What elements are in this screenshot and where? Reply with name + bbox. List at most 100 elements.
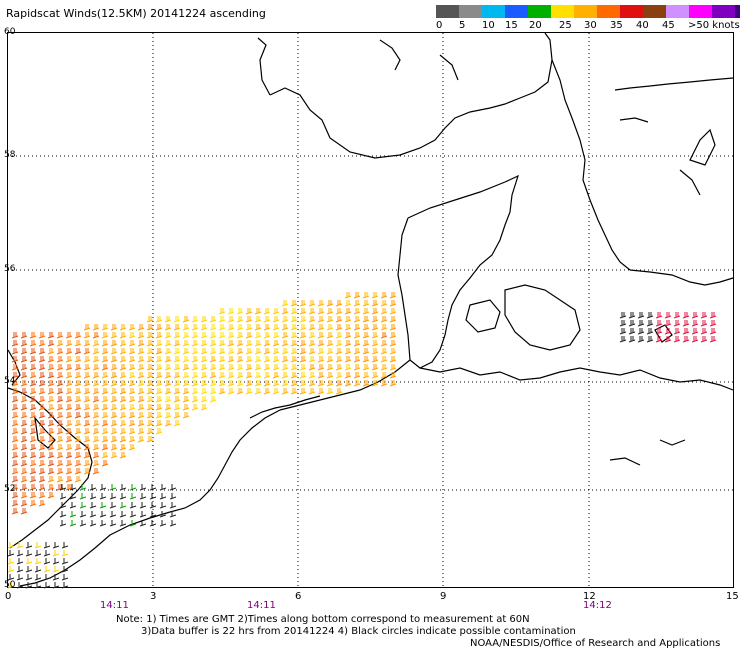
wind-barb bbox=[92, 340, 100, 347]
wind-barb bbox=[56, 476, 64, 483]
wind-barb bbox=[326, 324, 334, 331]
wind-barb bbox=[137, 412, 145, 419]
wind-barb bbox=[673, 320, 681, 327]
wind-barb bbox=[20, 380, 28, 387]
wind-barb bbox=[137, 380, 145, 387]
wind-barb bbox=[101, 372, 109, 379]
wind-barb bbox=[119, 404, 127, 411]
wind-barb bbox=[56, 372, 64, 379]
wind-barb bbox=[353, 300, 361, 307]
wind-barb bbox=[362, 292, 370, 299]
wind-barb bbox=[101, 356, 109, 363]
wind-barb bbox=[29, 348, 37, 355]
wind-barb bbox=[155, 348, 163, 355]
coast-islands-3 bbox=[619, 117, 649, 123]
wind-barb bbox=[29, 420, 37, 427]
wind-barb bbox=[371, 300, 379, 307]
wind-barb bbox=[69, 502, 77, 509]
wind-barb bbox=[11, 412, 19, 419]
wind-barb bbox=[83, 396, 91, 403]
wind-barb bbox=[7, 558, 15, 565]
wind-barb bbox=[11, 388, 19, 395]
wind-barb bbox=[155, 380, 163, 387]
wind-barb bbox=[164, 372, 172, 379]
wind-barb bbox=[169, 493, 177, 500]
wind-barb bbox=[52, 542, 60, 549]
wind-barb bbox=[92, 388, 100, 395]
wind-barb bbox=[7, 566, 15, 573]
wind-barb bbox=[47, 476, 55, 483]
wind-barb bbox=[47, 332, 55, 339]
wind-barb bbox=[92, 396, 100, 403]
wind-barb bbox=[290, 340, 298, 347]
wind-barb bbox=[65, 484, 73, 491]
wind-barb bbox=[56, 348, 64, 355]
wind-barb bbox=[83, 444, 91, 451]
coast-funen bbox=[465, 299, 501, 333]
wind-barb bbox=[56, 340, 64, 347]
wind-barb bbox=[380, 372, 388, 379]
wind-barb bbox=[308, 332, 316, 339]
wind-barb bbox=[317, 332, 325, 339]
wind-barb bbox=[344, 332, 352, 339]
wind-barb bbox=[155, 340, 163, 347]
wind-barb bbox=[38, 484, 46, 491]
wind-barb bbox=[326, 308, 334, 315]
wind-barb bbox=[236, 372, 244, 379]
wind-barb bbox=[664, 320, 672, 327]
wind-barb bbox=[159, 502, 167, 509]
wind-barb bbox=[389, 372, 397, 379]
colorbar-swatch bbox=[735, 5, 740, 18]
wind-barb bbox=[371, 324, 379, 331]
wind-barb bbox=[236, 364, 244, 371]
wind-barb bbox=[47, 356, 55, 363]
wind-barb bbox=[290, 300, 298, 307]
wind-barb bbox=[29, 444, 37, 451]
wind-barb bbox=[164, 412, 172, 419]
wind-barb bbox=[89, 502, 97, 509]
wind-barb bbox=[129, 484, 137, 491]
wind-barb bbox=[173, 396, 181, 403]
wind-barb bbox=[119, 356, 127, 363]
wind-barb bbox=[290, 372, 298, 379]
wind-barb bbox=[155, 412, 163, 419]
wind-barb bbox=[74, 468, 82, 475]
wind-barb bbox=[74, 356, 82, 363]
wind-barb bbox=[79, 520, 87, 527]
wind-barb bbox=[182, 380, 190, 387]
wind-barb bbox=[281, 356, 289, 363]
wind-barb bbox=[245, 324, 253, 331]
wind-barb bbox=[353, 316, 361, 323]
wind-barb bbox=[182, 316, 190, 323]
wind-barb bbox=[353, 348, 361, 355]
wind-barb bbox=[119, 502, 127, 509]
wind-barb bbox=[209, 372, 217, 379]
wind-barb bbox=[65, 476, 73, 483]
wind-barb bbox=[263, 332, 271, 339]
wind-barb bbox=[155, 324, 163, 331]
colorbar-swatch bbox=[666, 5, 689, 18]
wind-barb bbox=[182, 340, 190, 347]
wind-barb bbox=[29, 364, 37, 371]
wind-barb bbox=[209, 364, 217, 371]
wind-barb bbox=[128, 436, 136, 443]
wind-barb bbox=[146, 364, 154, 371]
wind-barb bbox=[110, 396, 118, 403]
wind-barb bbox=[61, 542, 69, 549]
wind-barb bbox=[137, 348, 145, 355]
wind-barb bbox=[101, 460, 109, 467]
wind-barb bbox=[209, 332, 217, 339]
wind-barb bbox=[128, 372, 136, 379]
wind-barb bbox=[227, 380, 235, 387]
wind-barb bbox=[101, 428, 109, 435]
wind-barb bbox=[83, 404, 91, 411]
wind-barb bbox=[335, 308, 343, 315]
wind-barb bbox=[155, 372, 163, 379]
wind-barb bbox=[709, 320, 717, 327]
wind-barb bbox=[299, 332, 307, 339]
wind-barb bbox=[646, 336, 654, 343]
wind-barb bbox=[290, 332, 298, 339]
wind-barb bbox=[149, 493, 157, 500]
wind-barb bbox=[83, 340, 91, 347]
coast-islands-5 bbox=[659, 439, 686, 446]
